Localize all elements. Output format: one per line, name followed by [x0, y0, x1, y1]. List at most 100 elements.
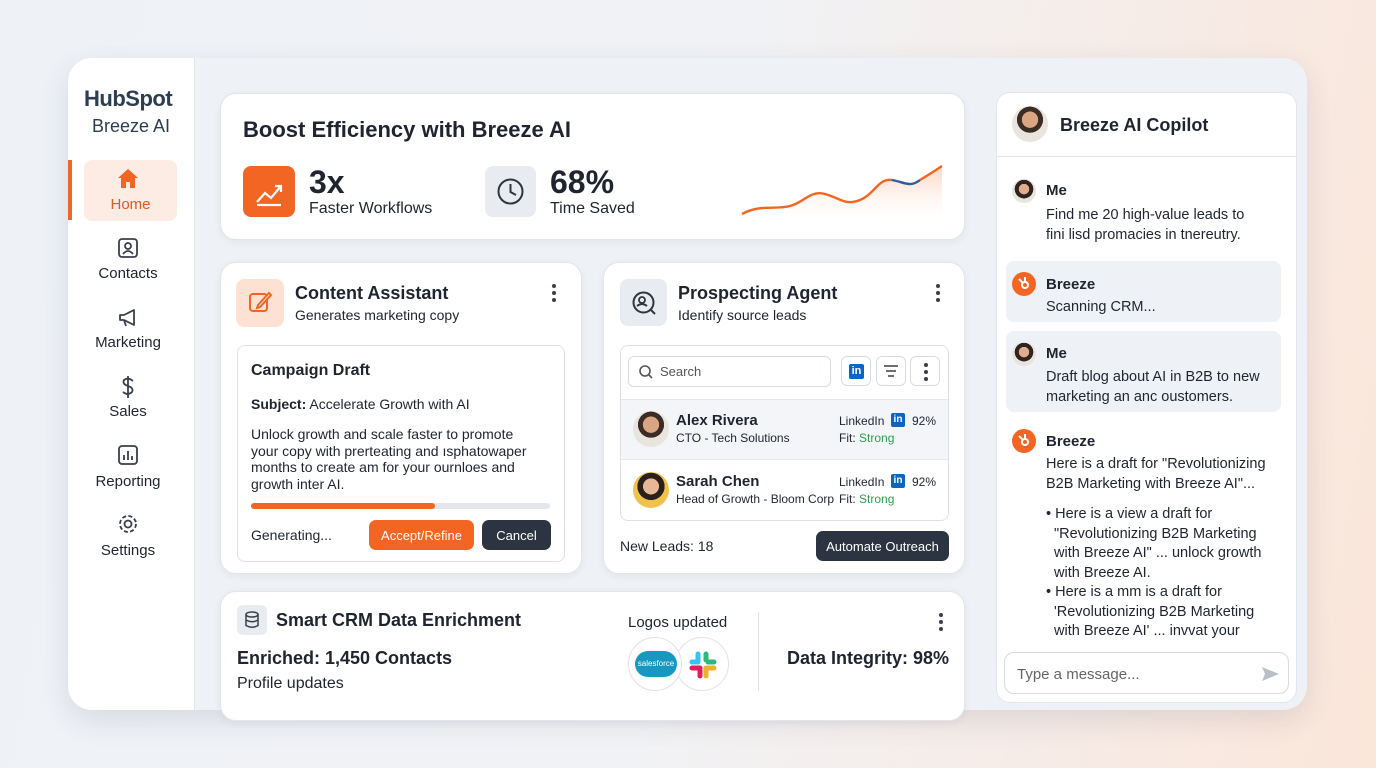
sparkline	[741, 165, 943, 218]
body-line: Unlock growth and scale faster to promot…	[251, 426, 514, 442]
data-integrity: Data Integrity: 98%	[787, 648, 950, 668]
enriched-detail: Profile updates	[237, 675, 344, 692]
accept-button[interactable]: Accept/Refine	[369, 520, 474, 550]
user-avatar	[1012, 179, 1036, 203]
card-title: Content Assistant	[295, 283, 449, 303]
message-text: Draft blog about AI in B2B to new marketi…	[1046, 368, 1260, 407]
lead-score: 92%	[912, 475, 937, 489]
more-menu[interactable]	[938, 613, 944, 631]
message-input[interactable]: Type a message...	[1004, 652, 1289, 694]
stat-label: Faster Workflows	[309, 200, 433, 217]
salesforce-logo: salesforce	[628, 637, 682, 691]
logos-label: Logos updated	[628, 614, 728, 631]
card-subtitle: Generates marketing copy	[295, 307, 460, 323]
lead-fit: Fit: Strong	[839, 431, 894, 445]
salesforce-text: salesforce	[635, 651, 677, 677]
fit-label: Fit:	[839, 431, 856, 445]
message-line: B2B Marketing with Breeze AI"...	[1046, 475, 1256, 492]
body-line: your copy with prеrteating and ısphatowa…	[251, 442, 527, 459]
message-line: Scanning CRM...	[1046, 299, 1156, 315]
status-text: Generating...	[251, 527, 332, 543]
message-text: Here is a draft for "Revolutionizing B2B…	[1046, 455, 1286, 647]
linkedin-badge: in	[891, 474, 905, 488]
bullet-line: "Revolutionizing B2B Marketing	[1054, 525, 1257, 542]
bullet-line: with Breeze AI' ... invvat your	[1054, 623, 1240, 639]
new-leads: New Leads: 18	[620, 538, 714, 554]
body-line: growth inter AI.	[251, 475, 345, 492]
more-menu[interactable]	[551, 284, 557, 302]
more-menu[interactable]	[935, 284, 941, 302]
stat-icon	[243, 166, 295, 217]
lead-role: Head of Growth - Bloom Corp	[676, 492, 835, 506]
more-button[interactable]	[910, 356, 940, 386]
message-line: Draft blog about AI in B2B to new	[1046, 369, 1260, 385]
breeze-avatar	[1012, 429, 1036, 453]
draft-body: Unlock growth and scale faster to promot…	[251, 426, 527, 492]
nav-item-active[interactable]	[84, 160, 177, 221]
message-bubble	[1006, 261, 1281, 322]
reporting-icon	[118, 445, 138, 465]
nav-label[interactable]: Sales	[109, 403, 147, 420]
lead-score: 92%	[912, 414, 937, 428]
lead-fit: Fit: Strong	[839, 492, 894, 506]
stat-icon	[485, 166, 536, 217]
message-line: Here is a draft for "Revolutionizing	[1046, 456, 1266, 472]
cancel-button[interactable]: Cancel	[482, 520, 551, 550]
stat-value: 68%	[550, 164, 615, 200]
draft-title: Campaign Draft	[251, 362, 371, 379]
bullet-line: • Here is a view a draft for	[1046, 506, 1213, 522]
product-name: Breeze AI	[92, 116, 171, 136]
agent-icon	[620, 279, 667, 326]
divider	[996, 156, 1297, 157]
nav-label[interactable]: Reporting	[95, 473, 161, 490]
divider	[758, 612, 759, 691]
input-placeholder: Type a message...	[1017, 666, 1140, 683]
hero-title: Boost Efficiency with Breeze AI	[243, 117, 572, 142]
search-input[interactable]: Search	[628, 356, 831, 387]
draft-subject: Subject: Accelerate Growth with AI	[251, 396, 470, 412]
copilot-avatar	[1012, 106, 1048, 142]
enriched-count: Enriched: 1,450 Contacts	[237, 648, 453, 668]
stat-value: 3x	[309, 164, 345, 200]
enrichment-card	[220, 591, 965, 721]
brand-logo: HubSpot	[84, 86, 173, 111]
sales-icon	[122, 376, 134, 398]
sender: Me	[1046, 345, 1067, 362]
card-subtitle: Identify source leads	[678, 307, 807, 323]
sender: Breeze	[1046, 433, 1096, 450]
message-bubble	[1006, 331, 1281, 412]
user-avatar	[1012, 342, 1036, 366]
settings-icon	[119, 515, 137, 533]
outreach-button[interactable]: Automate Outreach	[816, 531, 949, 561]
lead-avatar	[633, 472, 669, 508]
linkedin-filter[interactable]: in	[841, 356, 871, 386]
message-text: Find me 20 high-value leads to fini lisd …	[1046, 206, 1244, 245]
linkedin-badge: in	[891, 413, 905, 427]
assistant-icon	[236, 279, 284, 327]
send-button[interactable]	[1260, 664, 1280, 684]
nav-label[interactable]: Settings	[100, 542, 156, 559]
lead-name: Alex Rivera	[676, 412, 758, 429]
nav-label[interactable]: Marketing	[95, 334, 161, 351]
contacts-icon	[118, 238, 138, 258]
database-icon	[237, 605, 267, 635]
nav-label[interactable]: Home	[110, 196, 151, 213]
filter-button[interactable]	[876, 356, 906, 386]
card-title: Smart CRM Data Enrichment	[276, 610, 522, 630]
bullet-line: with Breeze AI" ... unlock growth	[1054, 545, 1262, 561]
bullet-line: • Here is a mm is a draft for	[1046, 584, 1222, 600]
sender: Me	[1046, 182, 1067, 199]
message-line: fini lisd promacies in tnereutry.	[1046, 226, 1241, 243]
subject-label: Subject:	[251, 396, 307, 412]
card-title: Prospecting Agent	[678, 283, 838, 303]
message-line: Find me 20 high-value leads to	[1046, 207, 1245, 223]
lead-source: LinkedIn	[839, 475, 885, 489]
lead-row[interactable]	[621, 399, 948, 460]
lead-name: Sarah Chen	[676, 473, 760, 490]
home-icon	[118, 169, 138, 188]
progress-fill	[251, 503, 435, 509]
subject-text: Accelerate Growth with AI	[309, 396, 470, 412]
nav-label[interactable]: Contacts	[98, 265, 158, 282]
copilot-title: Breeze AI Copilot	[1060, 115, 1209, 135]
